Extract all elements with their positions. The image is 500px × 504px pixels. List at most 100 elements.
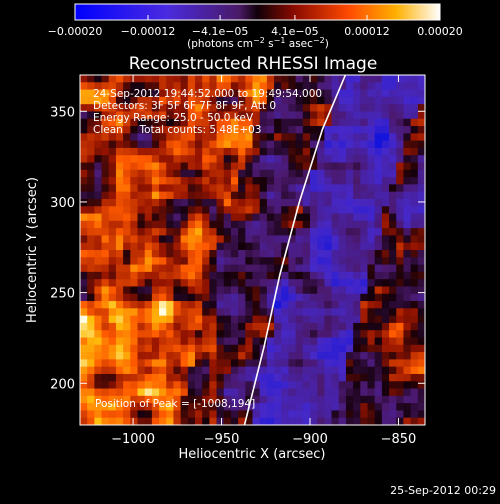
heatmap-cell — [144, 388, 153, 397]
heatmap-cell — [396, 279, 405, 288]
heatmap-cell — [360, 308, 369, 317]
heatmap-cell — [180, 96, 189, 105]
heatmap-cell — [302, 264, 311, 273]
heatmap-cell — [209, 126, 218, 134]
heatmap-cell — [230, 322, 239, 331]
heatmap-cell — [94, 279, 103, 288]
heatmap-cell — [94, 75, 103, 83]
heatmap-cell — [310, 235, 318, 244]
heatmap-cell — [331, 352, 340, 360]
heatmap-cell — [345, 293, 354, 302]
heatmap-cell — [403, 301, 412, 309]
heatmap-cell — [202, 381, 210, 390]
heatmap-cell — [389, 206, 397, 215]
heatmap-cell — [87, 126, 95, 134]
heatmap-cell — [137, 381, 146, 390]
heatmap-cell — [195, 155, 203, 164]
heatmap-cell — [166, 191, 175, 200]
heatmap-cell — [396, 271, 405, 280]
heatmap-cell — [173, 344, 182, 353]
heatmap-cell — [274, 352, 282, 360]
heatmap-cell — [173, 184, 182, 193]
heatmap-cell — [410, 213, 419, 222]
heatmap-cell — [288, 140, 297, 149]
heatmap-cell — [281, 366, 290, 375]
heatmap-cell — [108, 191, 117, 200]
heatmap-cell — [302, 82, 311, 91]
heatmap-cell — [80, 315, 88, 324]
heatmap-cell — [317, 257, 325, 266]
heatmap-cell — [353, 250, 361, 258]
heatmap-cell — [403, 104, 412, 113]
heatmap-cell — [94, 388, 103, 397]
heatmap-cell — [187, 140, 196, 149]
heatmap-cell — [245, 271, 254, 280]
heatmap-cell — [173, 191, 182, 200]
heatmap-cell — [245, 352, 254, 360]
heatmap-cell — [151, 155, 160, 164]
heatmap-cell — [417, 191, 425, 200]
heatmap-cell — [173, 198, 182, 207]
heatmap-cell — [173, 89, 182, 98]
heatmap-cell — [216, 286, 225, 295]
heatmap-cell — [310, 366, 318, 375]
heatmap-cell — [130, 118, 139, 127]
heatmap-cell — [166, 381, 175, 390]
heatmap-cell — [173, 271, 182, 280]
heatmap-cell — [87, 388, 95, 397]
heatmap-cell — [144, 250, 153, 258]
heatmap-cell — [245, 213, 254, 222]
heatmap-cell — [331, 133, 340, 142]
heatmap-cell — [410, 301, 419, 309]
heatmap-cell — [123, 381, 131, 390]
heatmap-cell — [195, 388, 203, 397]
heatmap-cell — [230, 126, 239, 134]
heatmap-cell — [151, 169, 160, 178]
heatmap-cell — [353, 162, 361, 171]
heatmap-cell — [223, 417, 232, 425]
heatmap-cell — [108, 220, 117, 229]
heatmap-cell — [115, 301, 124, 309]
heatmap-cell — [245, 410, 254, 419]
heatmap-cell — [360, 96, 369, 105]
heatmap-cell — [317, 279, 325, 288]
heatmap-cell — [223, 235, 232, 244]
heatmap-cell — [202, 250, 210, 258]
heatmap-cell — [137, 191, 146, 200]
heatmap-cell — [115, 133, 124, 142]
heatmap-cell — [230, 140, 239, 149]
heatmap-cell — [374, 279, 383, 288]
heatmap-cell — [410, 388, 419, 397]
heatmap-cell — [288, 75, 297, 83]
heatmap-cell — [173, 206, 182, 215]
heatmap-cell — [101, 133, 110, 142]
heatmap-cell — [331, 111, 340, 120]
heatmap-cell — [259, 257, 268, 266]
heatmap-cell — [209, 403, 218, 412]
heatmap-cell — [173, 410, 182, 419]
heatmap-cell — [144, 257, 153, 266]
heatmap-cell — [87, 308, 95, 317]
heatmap-cell — [166, 89, 175, 98]
heatmap-cell — [331, 257, 340, 266]
heatmap-cell — [180, 373, 189, 382]
solar-limb-line — [243, 75, 347, 425]
heatmap-cell — [94, 344, 103, 353]
heatmap-cell — [274, 220, 282, 229]
heatmap-cell — [223, 140, 232, 149]
heatmap-cell — [403, 169, 412, 178]
heatmap-cell — [209, 155, 218, 164]
heatmap-cell — [302, 191, 311, 200]
heatmap-cell — [245, 147, 254, 156]
heatmap-cell — [216, 198, 225, 207]
observation-info: 24-Sep-2012 19:44:52.000 to 19:49:54.000… — [93, 88, 322, 136]
heatmap-cell — [360, 417, 369, 425]
heatmap-cell — [159, 213, 167, 222]
heatmap-cell — [266, 264, 275, 273]
heatmap-cell — [87, 264, 95, 273]
heatmap-cell — [310, 388, 318, 397]
heatmap-cell — [367, 242, 376, 251]
heatmap-cell — [94, 126, 103, 134]
heatmap-cell — [374, 322, 383, 331]
heatmap-cell — [187, 250, 196, 258]
